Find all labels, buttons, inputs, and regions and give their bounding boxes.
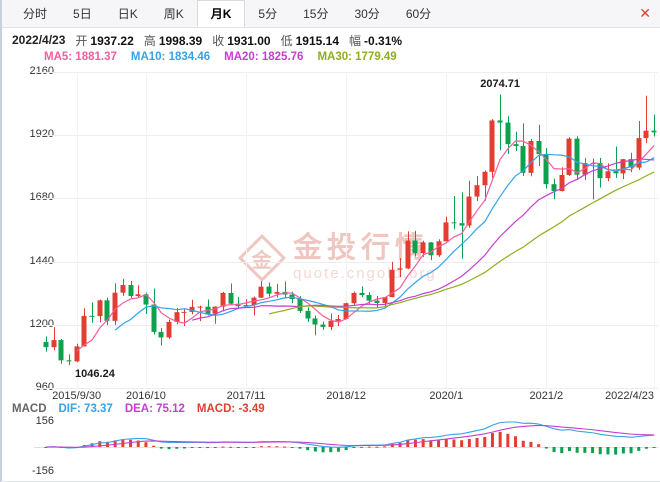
quote-field-value: 1937.22 (90, 33, 134, 48)
x-tick-label: 2015/9/30 (52, 390, 102, 402)
quote-field: 低 1915.14 (281, 32, 339, 49)
annotation-low: 1046.24 (75, 368, 115, 381)
tab-week-k[interactable]: 周K (163, 7, 184, 21)
annotation-high: 2074.71 (480, 78, 521, 91)
ma-legend: MA5: 1881.37 MA10: 1834.46 MA20: 1825.76 MA… (44, 51, 411, 65)
quote-field-value: -0.31% (364, 33, 403, 48)
quote-field-value: 1931.00 (227, 33, 271, 48)
tab-30min[interactable]: 30分 (354, 7, 380, 21)
macd-legend-item-dif: DIF: 73.37 (58, 403, 113, 415)
quote-date: 2022/4/23 (12, 33, 66, 47)
quote-field-value: 1998.39 (158, 33, 203, 48)
macd-legend-item-macd-value: MACD: -3.49 (196, 403, 265, 415)
quote-field-label: 开 (75, 33, 88, 48)
macd-legend-item-macd-title: MACD (12, 403, 47, 415)
x-tick-label: 2017/11 (226, 390, 266, 402)
macd-chart-canvas[interactable] (2, 417, 660, 479)
quote-field-value: 1915.14 (295, 33, 340, 48)
tab-time[interactable]: 分时 (23, 7, 48, 21)
tab-day-k[interactable]: 日K (117, 7, 138, 21)
x-tick-label: 2018/12 (326, 390, 367, 402)
ma-legend-item-ma30: MA30: 1779.49 (317, 51, 397, 63)
quote-field-label: 收 (212, 33, 225, 48)
quote-field-label: 低 (280, 33, 293, 48)
x-tick-label: 2020/1 (429, 390, 464, 402)
main-chart-canvas[interactable] (2, 66, 660, 406)
ma-legend-item-ma20: MA20: 1825.76 (224, 51, 304, 63)
tab-5min[interactable]: 5分 (258, 7, 278, 21)
x-tick-label: 2022/4/23 (605, 390, 654, 402)
quote-field-label: 高 (143, 33, 156, 48)
macd-legend: MACD DIF: 73.37 DEA: 75.12 MACD: -3.49 (12, 403, 277, 416)
close-icon[interactable]: ✕ (639, 5, 651, 21)
ma-legend-item-ma10: MA10: 1834.46 (130, 51, 211, 63)
tab-15min[interactable]: 15分 (303, 7, 329, 21)
ma-legend-item-ma5: MA5: 1881.37 (44, 51, 117, 63)
x-tick-label: 2021/2 (529, 390, 564, 402)
quote-field: 幅 -0.31% (349, 32, 402, 49)
tab-month-k[interactable]: 月K (196, 0, 246, 27)
quote-bar: 2022/4/23 开 1937.22 高 1998.39 收 1931.00 低 1915.1… (12, 32, 412, 48)
tab-60min[interactable]: 60分 (405, 7, 432, 21)
quote-field: 开 1937.22 (75, 32, 133, 49)
tab-bar: 分时 5日 日K 周K 月K 5分 15分 30分 60分 (2, 0, 660, 28)
macd-legend-item-dea: DEA: 75.12 (124, 403, 185, 415)
x-tick-label: 2016/10 (126, 390, 166, 402)
quote-field-label: 幅 (349, 33, 362, 48)
quote-field: 高 1998.39 (144, 32, 202, 49)
tab-5day[interactable]: 5日 (73, 7, 92, 21)
quote-field: 收 1931.00 (212, 32, 270, 49)
